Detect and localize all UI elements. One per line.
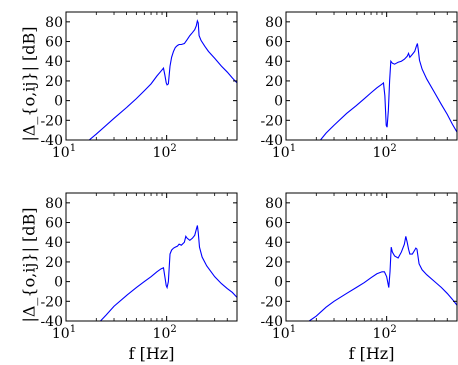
y-tick-label: 20 xyxy=(265,255,283,271)
y-tick-label: -20 xyxy=(260,113,283,129)
y-tick-label: 0 xyxy=(274,275,283,291)
axes-frame xyxy=(65,192,238,322)
y-tick-label: 40 xyxy=(45,54,63,70)
y-tick-label: 0 xyxy=(54,275,63,291)
y-tick-label: 80 xyxy=(45,15,63,31)
y-axis-label-bottom-text: |Δ_{o,ij}| [dB] xyxy=(20,207,39,322)
y-tick-label: -20 xyxy=(40,294,63,310)
y-tick-label: 60 xyxy=(45,216,63,232)
y-tick-label: 20 xyxy=(45,74,63,90)
x-tick-label: 102 xyxy=(153,324,177,342)
axes-frame xyxy=(285,11,458,141)
y-tick-label: -20 xyxy=(260,294,283,310)
y-tick-label: 60 xyxy=(265,35,283,51)
y-tick-label: -40 xyxy=(260,133,283,149)
series-line xyxy=(88,19,237,140)
y-tick-label: -40 xyxy=(260,314,283,330)
x-tick-label: 101 xyxy=(52,324,76,342)
y-tick-label: 40 xyxy=(45,235,63,251)
series-line xyxy=(308,236,457,321)
series-line xyxy=(100,225,237,321)
x-tick-label: 101 xyxy=(272,143,296,161)
y-tick-label: 80 xyxy=(265,196,283,212)
y-tick-label: 60 xyxy=(45,35,63,51)
y-tick-label: 20 xyxy=(45,255,63,271)
y-tick-label: 80 xyxy=(45,196,63,212)
y-tick-label: 20 xyxy=(265,74,283,90)
y-tick-label: -40 xyxy=(40,314,63,330)
y-tick-label: 0 xyxy=(274,94,283,110)
y-tick-label: 60 xyxy=(265,216,283,232)
axes-frame xyxy=(285,192,458,322)
y-tick-label: 40 xyxy=(265,54,283,70)
x-tick-label: 101 xyxy=(272,324,296,342)
x-tick-label: 102 xyxy=(373,324,397,342)
x-tick-label: 102 xyxy=(373,143,397,161)
y-axis-label-top: |Δ_{o,ij}| [dB] xyxy=(20,26,39,141)
y-tick-label: 40 xyxy=(265,235,283,251)
y-tick-label: -40 xyxy=(40,133,63,149)
y-axis-label-bottom: |Δ_{o,ij}| [dB] xyxy=(20,207,39,322)
x-axis-label: f [Hz] xyxy=(129,344,175,363)
y-tick-label: 80 xyxy=(265,15,283,31)
y-tick-label: -20 xyxy=(40,113,63,129)
x-tick-label: 101 xyxy=(52,143,76,161)
y-tick-label: 0 xyxy=(54,94,63,110)
x-tick-label: 102 xyxy=(153,143,177,161)
axes-frame xyxy=(65,11,238,141)
x-axis-label: f [Hz] xyxy=(349,344,395,363)
series-line xyxy=(320,43,457,140)
y-axis-label-top-text: |Δ_{o,ij}| [dB] xyxy=(20,26,39,141)
